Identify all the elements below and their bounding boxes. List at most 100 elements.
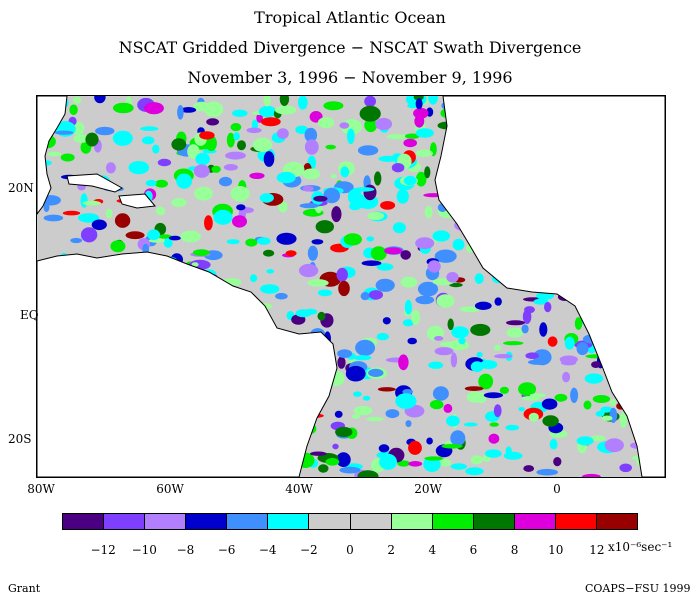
divergence-speckle bbox=[505, 446, 512, 456]
divergence-speckle bbox=[310, 451, 327, 456]
colorbar-label: 0 bbox=[346, 543, 354, 557]
divergence-speckle bbox=[478, 373, 494, 390]
colorbar-swatch bbox=[432, 514, 474, 529]
divergence-speckle bbox=[260, 117, 281, 127]
colorbar-swatch bbox=[597, 514, 638, 529]
colorbar-swatch bbox=[63, 514, 105, 529]
divergence-speckle bbox=[226, 132, 235, 148]
footer-credit: COAPS−FSU 1999 bbox=[585, 582, 691, 595]
divergence-speckle bbox=[82, 200, 101, 206]
divergence-speckle bbox=[91, 219, 107, 231]
divergence-speckle bbox=[464, 386, 484, 391]
divergence-speckle bbox=[432, 386, 449, 401]
divergence-speckle bbox=[436, 294, 455, 308]
divergence-speckle bbox=[158, 234, 172, 239]
divergence-speckle bbox=[562, 371, 571, 383]
divergence-speckle bbox=[245, 238, 258, 247]
divergence-speckle bbox=[325, 144, 336, 150]
colorbar-swatch bbox=[145, 514, 187, 529]
divergence-speckle bbox=[80, 227, 98, 243]
divergence-speckle bbox=[340, 166, 350, 178]
footer-author: Grant bbox=[8, 582, 41, 595]
divergence-speckle bbox=[112, 130, 133, 146]
divergence-speckle bbox=[110, 240, 126, 253]
divergence-speckle bbox=[279, 92, 290, 106]
divergence-speckle bbox=[378, 155, 398, 162]
cuba-island bbox=[66, 173, 124, 193]
divergence-speckle bbox=[400, 250, 412, 260]
divergence-speckle bbox=[402, 389, 414, 395]
divergence-speckle bbox=[180, 107, 197, 113]
divergence-speckle bbox=[403, 138, 418, 148]
divergence-speckle bbox=[533, 298, 549, 305]
divergence-speckle bbox=[69, 104, 78, 116]
divergence-speckle bbox=[465, 467, 484, 476]
lon-tick-20w: 20W bbox=[414, 482, 442, 496]
divergence-speckle bbox=[337, 356, 346, 369]
divergence-speckle bbox=[542, 415, 559, 427]
divergence-speckle bbox=[391, 163, 405, 173]
divergence-speckle bbox=[506, 327, 524, 338]
divergence-speckle bbox=[230, 186, 250, 202]
divergence-speckle bbox=[386, 134, 409, 140]
divergence-speckle bbox=[171, 138, 187, 151]
divergence-speckle bbox=[377, 387, 396, 392]
divergence-speckle bbox=[193, 164, 210, 178]
divergence-speckle bbox=[549, 438, 558, 450]
divergence-speckle bbox=[493, 404, 502, 418]
divergence-speckle bbox=[152, 144, 160, 154]
land-masses bbox=[36, 95, 666, 478]
divergence-speckle bbox=[523, 465, 535, 472]
colorbar-swatch bbox=[555, 514, 598, 529]
divergence-speckle bbox=[610, 399, 617, 406]
africa-land bbox=[434, 95, 666, 478]
divergence-speckle bbox=[413, 107, 429, 119]
colorbar-label: −2 bbox=[299, 543, 318, 557]
colorbar-label: 2 bbox=[387, 543, 395, 557]
divergence-speckle bbox=[576, 436, 594, 446]
divergence-speckle bbox=[180, 230, 202, 243]
divergence-speckle bbox=[440, 341, 457, 347]
divergence-speckle bbox=[276, 232, 297, 245]
divergence-speckle bbox=[357, 145, 379, 156]
divergence-speckle bbox=[619, 412, 628, 428]
divergence-speckle bbox=[355, 339, 376, 356]
divergence-speckle bbox=[353, 406, 373, 416]
divergence-speckle bbox=[434, 249, 457, 263]
divergence-speckle bbox=[277, 128, 289, 139]
colorbar-swatch bbox=[350, 514, 392, 529]
divergence-speckle bbox=[476, 351, 483, 358]
lat-tick-20n: 20N bbox=[8, 181, 34, 195]
divergence-speckle bbox=[529, 393, 546, 398]
divergence-speckle bbox=[518, 407, 525, 412]
divergence-speckle bbox=[384, 247, 403, 255]
divergence-speckle bbox=[297, 95, 308, 110]
colorbar bbox=[62, 513, 638, 530]
divergence-speckle bbox=[402, 319, 414, 327]
divergence-speckle bbox=[141, 136, 155, 145]
divergence-speckle bbox=[408, 461, 423, 467]
divergence-speckle bbox=[334, 410, 343, 418]
colorbar-swatch bbox=[514, 514, 556, 529]
divergence-speckle bbox=[85, 132, 99, 147]
title-line-2: NSCAT Gridded Divergence − NSCAT Swath D… bbox=[118, 38, 582, 57]
divergence-speckle bbox=[147, 229, 161, 240]
divergence-speckle bbox=[157, 158, 172, 167]
divergence-speckle bbox=[257, 237, 271, 245]
colorbar-swatch bbox=[391, 514, 433, 529]
divergence-speckle bbox=[43, 214, 64, 222]
divergence-speckle bbox=[400, 276, 418, 288]
divergence-speckle bbox=[187, 144, 200, 159]
north-america-land bbox=[36, 95, 68, 216]
divergence-speckle bbox=[404, 299, 412, 315]
divergence-speckle bbox=[524, 306, 535, 314]
divergence-speckle bbox=[211, 165, 221, 173]
divergence-speckle bbox=[459, 306, 480, 313]
divergence-speckle bbox=[278, 201, 288, 213]
divergence-speckle bbox=[353, 187, 375, 192]
divergence-speckle bbox=[398, 354, 409, 371]
divergence-speckle bbox=[105, 208, 113, 219]
divergence-speckle bbox=[331, 206, 342, 223]
divergence-speckle bbox=[343, 233, 362, 246]
divergence-speckle bbox=[375, 117, 393, 131]
